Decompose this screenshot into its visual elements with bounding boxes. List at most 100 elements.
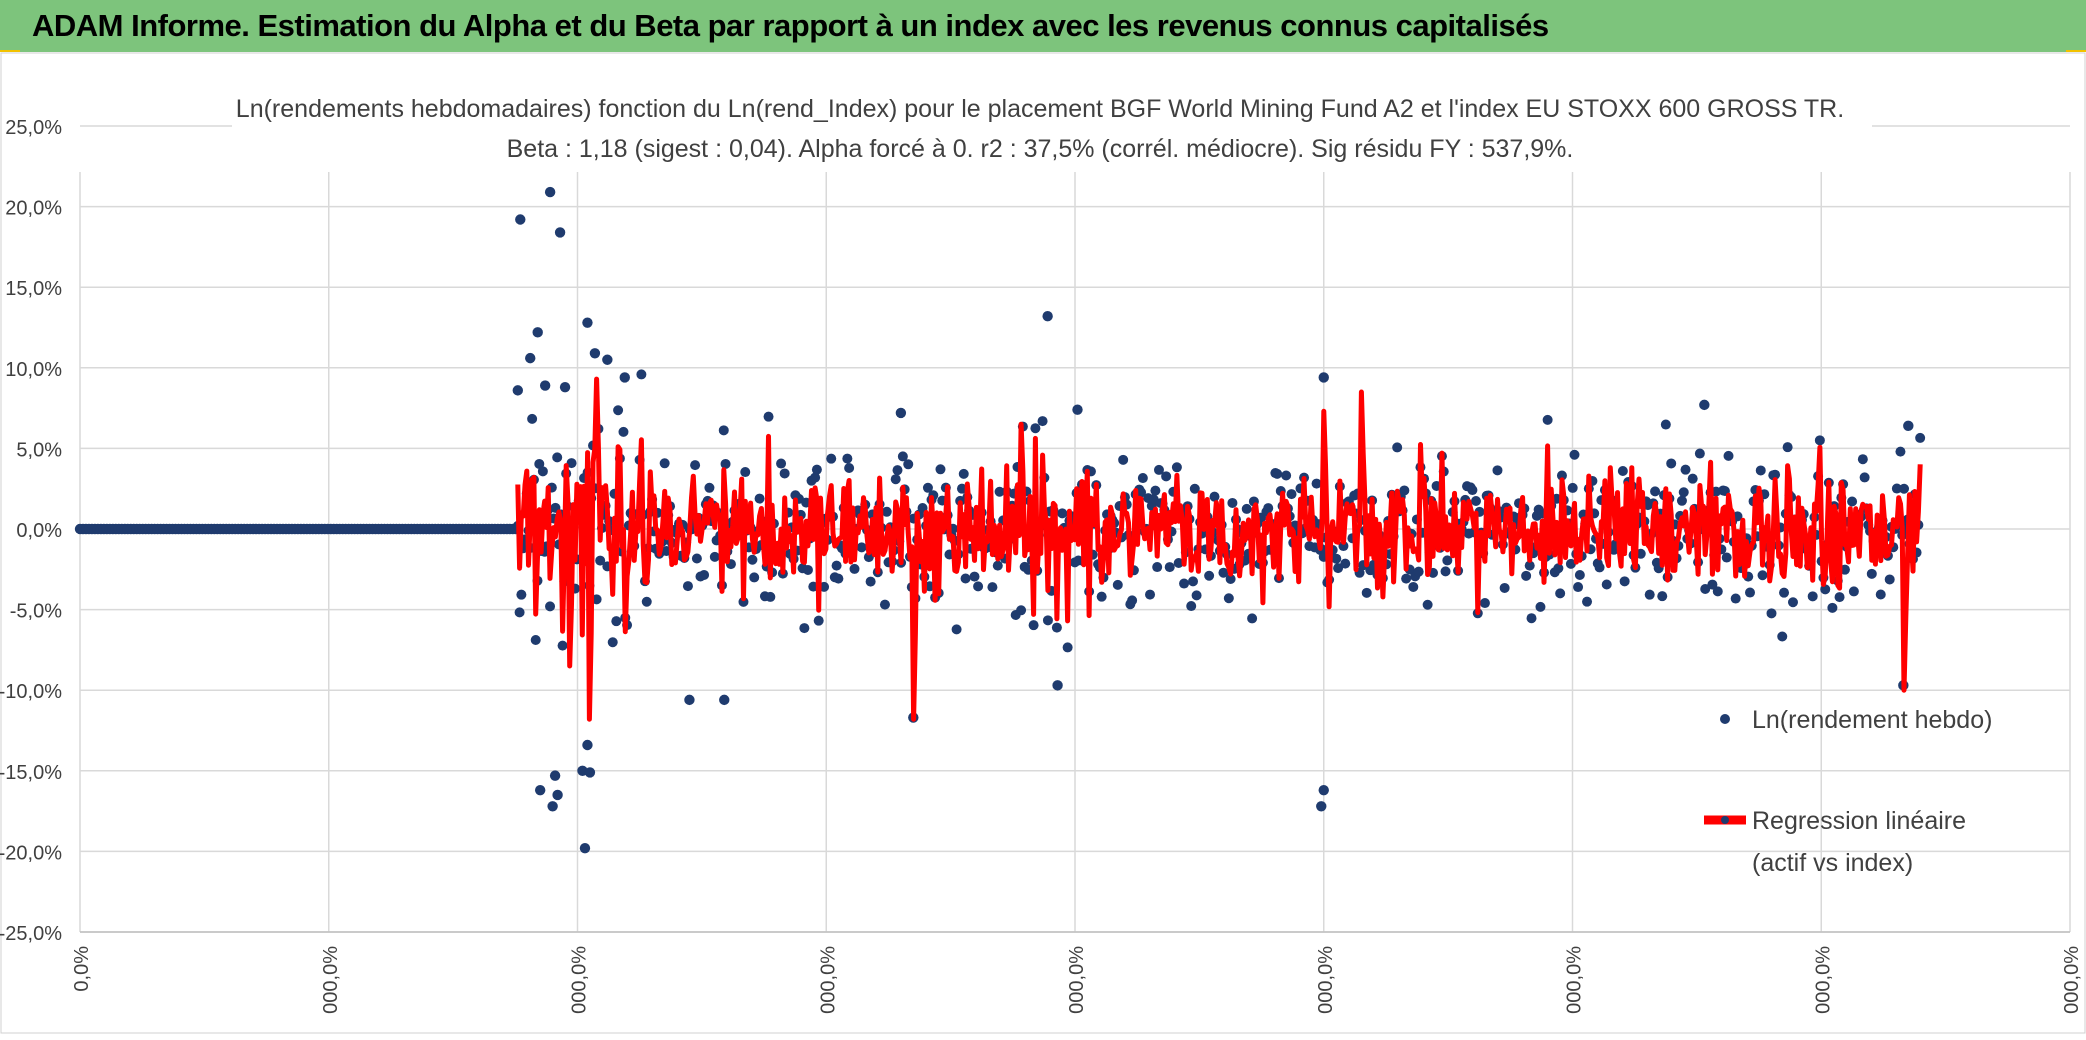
scatter-point [1042,615,1053,626]
scatter-point [776,458,787,469]
scatter-point [1666,458,1677,469]
scatter-point [1650,486,1661,497]
scatter-point [1136,487,1147,498]
scatter-point [1895,446,1906,457]
scatter-point [1847,496,1858,507]
scatter-point [549,770,561,781]
scatter-point [515,214,526,225]
scatter-point [1227,497,1238,508]
scatter-point [749,572,760,583]
scatter-point [584,767,596,778]
scatter-point [1700,584,1711,595]
scatter-point [1150,485,1161,496]
y-tick-label: -5,0% [10,601,62,623]
scatter-point [530,635,541,646]
scatter-point [1757,570,1768,581]
scatter-point [1535,601,1546,612]
scatter-point [1016,605,1027,616]
scatter-point [1859,472,1870,483]
scatter-point [514,607,525,618]
scatter-point [1594,562,1605,573]
x-axis-labels: 0,0% 000,0% 000,0% 000,0% 000,0% 000,0% 000,0%… [71,946,2083,1014]
report-header: ADAM Informe. Estimation du Alpha et du … [0,0,2086,52]
scatter-point [973,581,984,592]
x-tick-label: 000,0% [1812,946,1834,1014]
scatter-point [636,369,647,380]
scatter-point [1311,478,1322,489]
scatter-point [956,483,967,494]
scatter-point [1782,442,1793,453]
scatter-point [1281,470,1292,481]
scatter-point [1644,589,1655,600]
scatter-point [718,425,729,436]
scatter-point [1569,449,1580,460]
scatter-point [1834,592,1845,603]
scatter-point [552,452,563,463]
scatter-point [960,573,971,584]
scatter-point [1286,489,1297,500]
legend-scatter-label: Ln(rendement hebdo) [1752,706,1992,734]
legend: Ln(rendement hebdo) Regression linéaire … [1704,706,1992,877]
legend-line-label-2: (actif vs index) [1752,849,1913,877]
scatter-point [1333,563,1344,574]
scatter-point [1617,466,1628,477]
scatter-point [1712,586,1723,597]
scatter-point [659,458,670,469]
x-tick-label: 000,0% [817,946,839,1014]
scatter-point [1401,573,1412,584]
scatter-point [892,465,903,476]
scatter-point [1413,566,1424,577]
scatter-point [969,571,980,582]
scatter-point [579,842,591,854]
report-title: ADAM Informe. Estimation du Alpha et du … [32,8,1549,43]
scatter-point [1442,555,1453,566]
scatter-point [1766,608,1777,619]
scatter-point [865,576,876,587]
scatter-point [709,551,720,562]
scatter-point [525,352,536,364]
scatter-point [897,451,908,462]
legend-scatter-marker [1720,714,1730,724]
scatter-point [1338,541,1349,552]
scatter-point [1848,586,1859,597]
scatter-point [987,582,998,593]
x-tick-label: 000,0% [2061,946,2083,1014]
y-tick-label: -20,0% [0,842,62,864]
scatter-point [1318,372,1329,383]
scatter-point [1660,419,1671,430]
scatter-point [1556,470,1567,481]
scatter-point [992,560,1003,571]
scatter-point [1814,435,1825,446]
scatter-point [1316,801,1327,812]
scatter-point [699,569,710,580]
scatter-point [1272,468,1283,479]
scatter-point [1467,485,1478,496]
scatter-point [849,563,860,574]
y-tick-label: 20,0% [5,198,62,220]
scatter-point [527,413,538,424]
y-tick-label: 10,0% [5,359,62,381]
scatter-point [591,594,602,605]
legend-line-label-1: Regression linéaire [1752,807,1966,835]
scatter-point [890,474,901,485]
scatter-point [1521,570,1532,581]
scatter-point [684,694,695,706]
scatter-point [1553,563,1564,574]
scatter-point [763,411,774,422]
scatter-point [1218,567,1229,578]
scatter-point [811,464,822,475]
scatter-point [545,601,556,612]
scatter-point [1755,465,1766,476]
scatter-point [1866,568,1877,579]
scatter-point [844,462,855,473]
x-tick-label: 000,0% [1066,946,1088,1014]
scatter-point [641,596,652,607]
scatter-point [1680,464,1691,475]
scatter-point [951,624,962,635]
scatter-point [1072,404,1083,415]
scatter-point [1574,570,1585,581]
scatter-point [842,453,853,464]
scatter-point [1037,416,1048,427]
scatter-point [1209,491,1220,502]
scatter-point [613,405,624,416]
